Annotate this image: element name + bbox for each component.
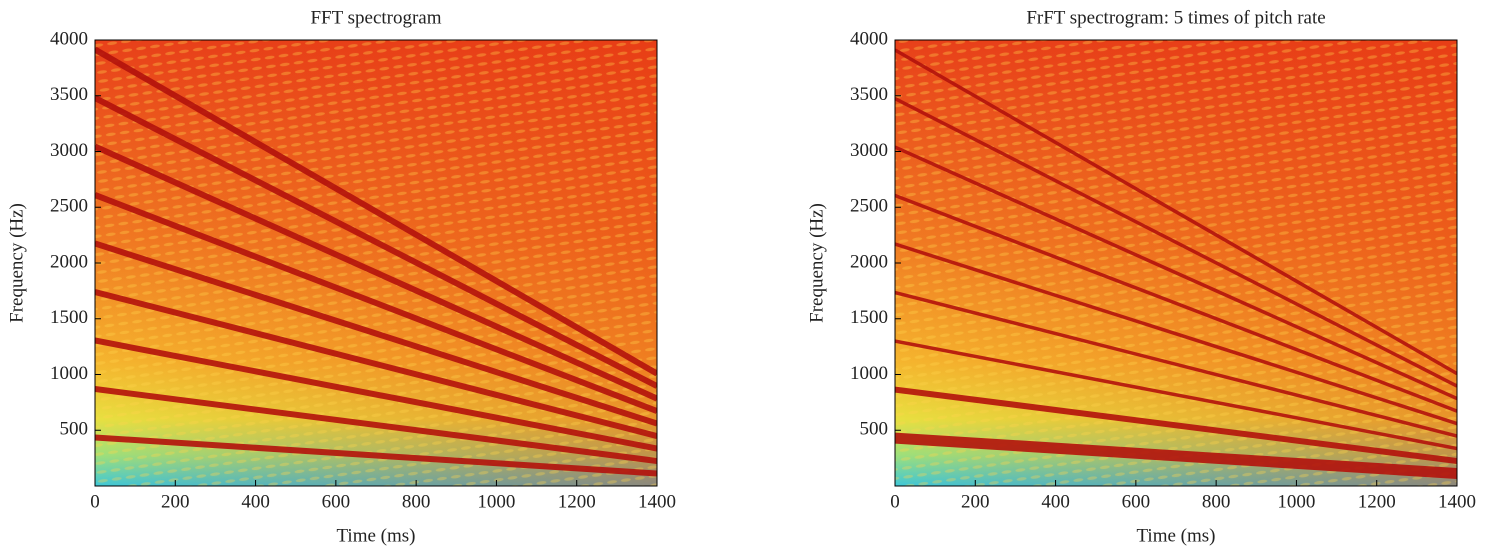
x-tick-label: 1000 [1277,491,1315,512]
harmonics [895,48,1457,480]
x-tick-label: 400 [1041,491,1070,512]
y-tick-label: 500 [60,419,89,440]
y-tick-label: 3500 [50,84,88,105]
x-tick-label: 0 [890,491,900,512]
y-axis-label: Frequency (Hz) [806,203,827,323]
x-tick-label: 200 [961,491,990,512]
y-tick-label: 2500 [50,196,88,217]
chart-title: FFT spectrogram [310,7,441,28]
panel: 0 200 400 600 800 1000 1200 1400 500 1000 1500 2000… [6,7,676,546]
y-tick-label: 2000 [850,251,888,272]
y-tick-label: 500 [860,419,889,440]
y-tick-label: 3000 [850,140,888,161]
harmonic-line [95,192,657,414]
y-tick-label: 1500 [50,307,88,328]
x-tick-label: 800 [402,491,431,512]
x-tick-label: 600 [1122,491,1151,512]
x-tick-label: 200 [161,491,190,512]
spectrogram-texture [95,40,657,486]
harmonic-line [895,290,1457,438]
y-tick-label: 1000 [50,363,88,384]
x-tick-label: 1200 [558,491,596,512]
spectrogram-texture [895,40,1457,486]
y-tick-label: 3500 [850,84,888,105]
harmonic-line [895,339,1457,451]
harmonic-line [95,95,657,389]
y-tick-label: 2500 [850,196,888,217]
harmonic-line [95,240,657,427]
harmonic-line [95,337,657,452]
harmonic-line [95,46,657,377]
harmonic-line [895,386,1457,465]
x-tick-label: 1400 [638,491,676,512]
y-tick-label: 1500 [850,307,888,328]
x-tick-label: 1400 [1438,491,1476,512]
harmonic-line [895,96,1457,388]
harmonic-line [95,289,657,439]
harmonic-line [895,193,1457,413]
harmonic-line [95,434,657,477]
x-tick-label: 1000 [477,491,515,512]
x-axis-label: Time (ms) [336,525,415,546]
harmonic-line [895,48,1457,376]
harmonic-line [95,386,657,464]
harmonics [95,46,657,477]
x-tick-label: 1200 [1358,491,1396,512]
chart-title: FrFT spectrogram: 5 times of pitch rate [1026,7,1325,28]
y-tick-label: 4000 [850,28,888,49]
harmonic-line [895,242,1457,426]
y-tick-label: 1000 [850,363,888,384]
x-tick-label: 800 [1202,491,1231,512]
y-tick-label: 3000 [50,140,88,161]
harmonic-line [95,143,657,402]
x-axis-label: Time (ms) [1136,525,1215,546]
x-tick-label: 400 [241,491,270,512]
harmonic-line [895,145,1457,401]
x-tick-label: 0 [90,491,100,512]
y-axis-label: Frequency (Hz) [6,203,27,323]
y-tick-label: 2000 [50,251,88,272]
x-tick-label: 600 [322,491,351,512]
panel: 0 200 400 600 800 1000 1200 1400 500 1000 1500 2000… [806,7,1476,546]
y-tick-label: 4000 [50,28,88,49]
harmonic-line [895,432,1457,480]
